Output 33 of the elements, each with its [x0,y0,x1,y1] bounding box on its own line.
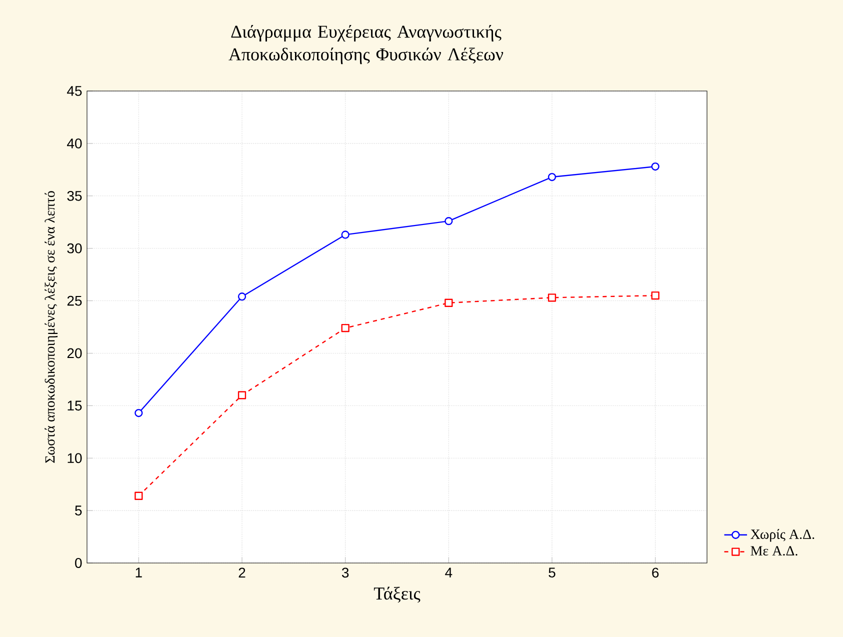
point [444,298,453,307]
y-tick-label: 0 [75,558,82,568]
x-tick-label: 6 [652,568,659,578]
y-tick-label: 30 [67,243,82,254]
point [651,291,660,300]
x-tick-label: 2 [238,568,246,578]
point [651,162,660,171]
x-tick-label: 3 [342,568,349,578]
y-tick-label: 25 [67,296,82,306]
point [238,391,246,400]
y-tick-label: 5 [75,506,82,516]
y-tick-label: 40 [67,138,82,148]
x-axis-title: Τάξεις [374,586,420,603]
y-tick-label: 20 [67,348,82,358]
point [444,217,453,226]
point [548,172,556,182]
legend-label: Χωρίς Α.Δ. [750,528,814,542]
y-axis-title: Σωστά αποκωδικοποιημένες λέξεις σε ένα λεπτό [44,191,58,463]
point [548,294,556,302]
point [238,292,246,301]
legend-label: Με Α.Δ. [750,546,798,556]
x-tick-label: 1 [136,568,142,578]
y-tick-label: 45 [67,86,82,96]
x-tick-label: 4 [445,568,452,578]
point [341,230,350,239]
point [134,408,143,418]
point [134,492,143,500]
y-tick-label: 35 [67,190,82,201]
y-tick-label: 15 [68,400,82,411]
point [341,324,350,332]
y-tick-label: 10 [68,453,82,464]
chart-title: Διάγραμμα Ευχέρειας Αναγνωστικής Αποκωδικοποίησης Φυσικών Λέξεων [228,24,504,64]
x-tick-label: 5 [548,568,556,578]
